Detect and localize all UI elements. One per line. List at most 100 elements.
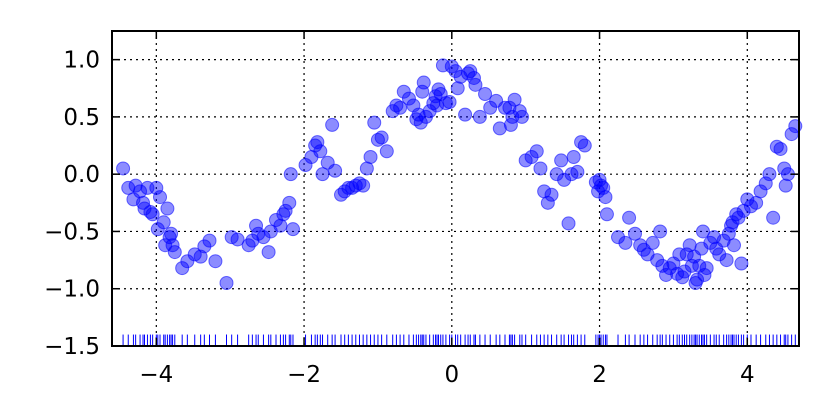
data-point bbox=[758, 176, 773, 191]
data-point bbox=[133, 184, 148, 199]
data-point bbox=[599, 207, 614, 222]
data-point bbox=[313, 144, 328, 159]
data-point bbox=[766, 210, 781, 225]
data-point bbox=[533, 161, 548, 176]
data-point bbox=[158, 238, 173, 253]
data-point bbox=[219, 276, 234, 290]
data-point bbox=[502, 100, 517, 115]
data-point bbox=[472, 109, 487, 124]
data-point bbox=[442, 95, 457, 110]
data-point bbox=[529, 144, 544, 159]
data-point bbox=[734, 256, 749, 271]
data-point bbox=[413, 115, 428, 130]
data-point bbox=[524, 150, 539, 164]
data-point bbox=[611, 230, 626, 245]
data-point bbox=[497, 100, 512, 115]
data-point bbox=[505, 109, 520, 124]
rug-marks bbox=[122, 334, 796, 346]
data-point bbox=[458, 107, 473, 122]
y-tick-label: −1.0 bbox=[44, 277, 100, 303]
data-point bbox=[628, 226, 643, 241]
data-point bbox=[622, 210, 637, 225]
data-point bbox=[726, 238, 741, 253]
data-point bbox=[592, 172, 607, 187]
x-tick-label: 0 bbox=[444, 362, 459, 388]
data-point bbox=[659, 267, 674, 282]
data-point bbox=[478, 87, 493, 101]
x-tick-label: 4 bbox=[740, 362, 755, 388]
data-point bbox=[492, 121, 507, 136]
tick-labels: −4 −2 0 2 4 −1.5 −1.0 −0.5 0.0 0.5 1.0 bbox=[44, 48, 754, 388]
data-point bbox=[677, 264, 692, 279]
data-point bbox=[466, 70, 481, 85]
data-point bbox=[435, 58, 450, 73]
data-point bbox=[731, 210, 746, 225]
data-point bbox=[401, 91, 416, 106]
data-point bbox=[370, 132, 385, 147]
data-point bbox=[507, 92, 522, 107]
x-tick-label: −2 bbox=[287, 362, 321, 388]
data-point bbox=[416, 75, 431, 90]
data-point bbox=[136, 195, 151, 210]
data-point bbox=[645, 235, 660, 250]
data-point bbox=[540, 195, 555, 210]
data-point bbox=[762, 167, 777, 182]
data-point bbox=[345, 180, 360, 195]
data-point bbox=[554, 153, 569, 168]
data-point bbox=[356, 178, 371, 193]
data-point bbox=[444, 59, 459, 74]
y-tick-label: −1.5 bbox=[44, 334, 100, 360]
x-tick-label: 2 bbox=[592, 362, 607, 388]
data-point bbox=[468, 77, 483, 92]
data-point bbox=[160, 201, 175, 216]
data-point bbox=[153, 190, 168, 205]
y-tick-label: −0.5 bbox=[44, 219, 100, 245]
data-point bbox=[716, 233, 731, 248]
data-point bbox=[310, 135, 325, 150]
data-point bbox=[684, 258, 699, 273]
data-point bbox=[570, 164, 585, 179]
data-point bbox=[577, 138, 592, 153]
data-point bbox=[143, 204, 158, 219]
data-point bbox=[598, 190, 613, 205]
data-point bbox=[561, 216, 576, 231]
data-point bbox=[769, 139, 784, 154]
data-point bbox=[778, 178, 793, 193]
data-point bbox=[273, 218, 288, 233]
data-point bbox=[699, 261, 714, 276]
data-point bbox=[363, 150, 378, 164]
data-point bbox=[367, 115, 382, 130]
data-point bbox=[261, 245, 276, 260]
data-point bbox=[241, 238, 256, 253]
data-point bbox=[740, 192, 755, 207]
data-point bbox=[719, 253, 734, 268]
plot-frame bbox=[111, 30, 800, 347]
grid-lines bbox=[112, 31, 799, 346]
data-point bbox=[463, 64, 478, 79]
data-point bbox=[690, 272, 705, 287]
data-point bbox=[672, 247, 687, 262]
data-point bbox=[662, 261, 677, 276]
data-point bbox=[618, 235, 633, 250]
x-tick-label: −4 bbox=[139, 362, 173, 388]
data-point bbox=[164, 226, 179, 241]
y-tick-label: 0.5 bbox=[63, 105, 100, 131]
data-point bbox=[202, 233, 217, 248]
data-point bbox=[167, 245, 182, 260]
data-point bbox=[379, 144, 394, 159]
data-points bbox=[116, 58, 803, 290]
data-point bbox=[175, 261, 190, 276]
axis-ticks bbox=[112, 31, 799, 347]
data-point bbox=[514, 109, 529, 124]
data-point bbox=[695, 224, 710, 239]
data-point bbox=[193, 249, 208, 264]
data-point bbox=[328, 163, 343, 178]
data-point bbox=[566, 150, 581, 164]
data-point bbox=[596, 180, 611, 195]
data-point bbox=[145, 207, 160, 222]
plot-background bbox=[112, 31, 799, 346]
y-tick-label: 1.0 bbox=[63, 48, 100, 74]
data-point bbox=[283, 167, 298, 182]
data-point bbox=[352, 176, 367, 191]
